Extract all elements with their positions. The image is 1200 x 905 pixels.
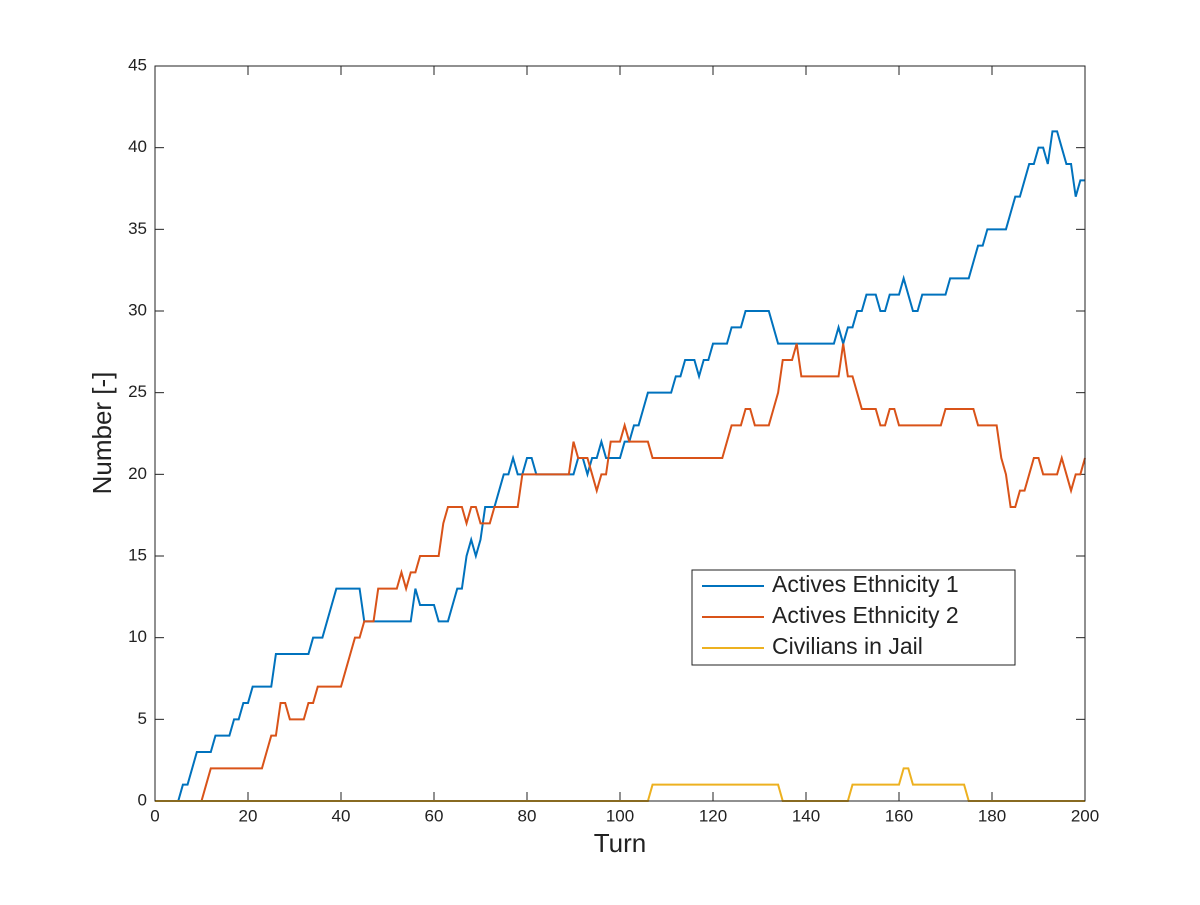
y-tick-label: 30 <box>128 300 147 319</box>
y-tick-label: 40 <box>128 137 147 156</box>
x-tick-label: 0 <box>150 806 159 825</box>
y-tick-label: 10 <box>128 627 147 646</box>
x-tick-label: 200 <box>1071 806 1099 825</box>
y-tick-label: 15 <box>128 545 147 564</box>
y-tick-label: 20 <box>128 464 147 483</box>
axes-box <box>154 65 1086 802</box>
y-tick-label: 45 <box>128 55 147 74</box>
legend-label: Civilians in Jail <box>772 633 923 659</box>
plot-area <box>155 66 1085 801</box>
y-tick-label: 0 <box>138 790 147 809</box>
x-axis-label: Turn <box>594 828 647 858</box>
y-tick-label: 25 <box>128 382 147 401</box>
x-tick-label: 160 <box>885 806 913 825</box>
legend-label: Actives Ethnicity 1 <box>772 571 959 597</box>
series-line <box>155 130 1085 802</box>
x-tick-label: 140 <box>792 806 820 825</box>
x-tick-label: 180 <box>978 806 1006 825</box>
x-tick-label: 80 <box>518 806 537 825</box>
x-tick-label: 120 <box>699 806 727 825</box>
y-tick-label: 35 <box>128 219 147 238</box>
y-tick-label: 5 <box>138 709 147 728</box>
series-line <box>155 343 1086 802</box>
x-tick-label: 40 <box>332 806 351 825</box>
x-tick-label: 20 <box>239 806 258 825</box>
y-axis-label: Number [-] <box>87 372 117 495</box>
legend-label: Actives Ethnicity 2 <box>772 602 959 628</box>
x-tick-label: 60 <box>425 806 444 825</box>
x-tick-label: 100 <box>606 806 634 825</box>
